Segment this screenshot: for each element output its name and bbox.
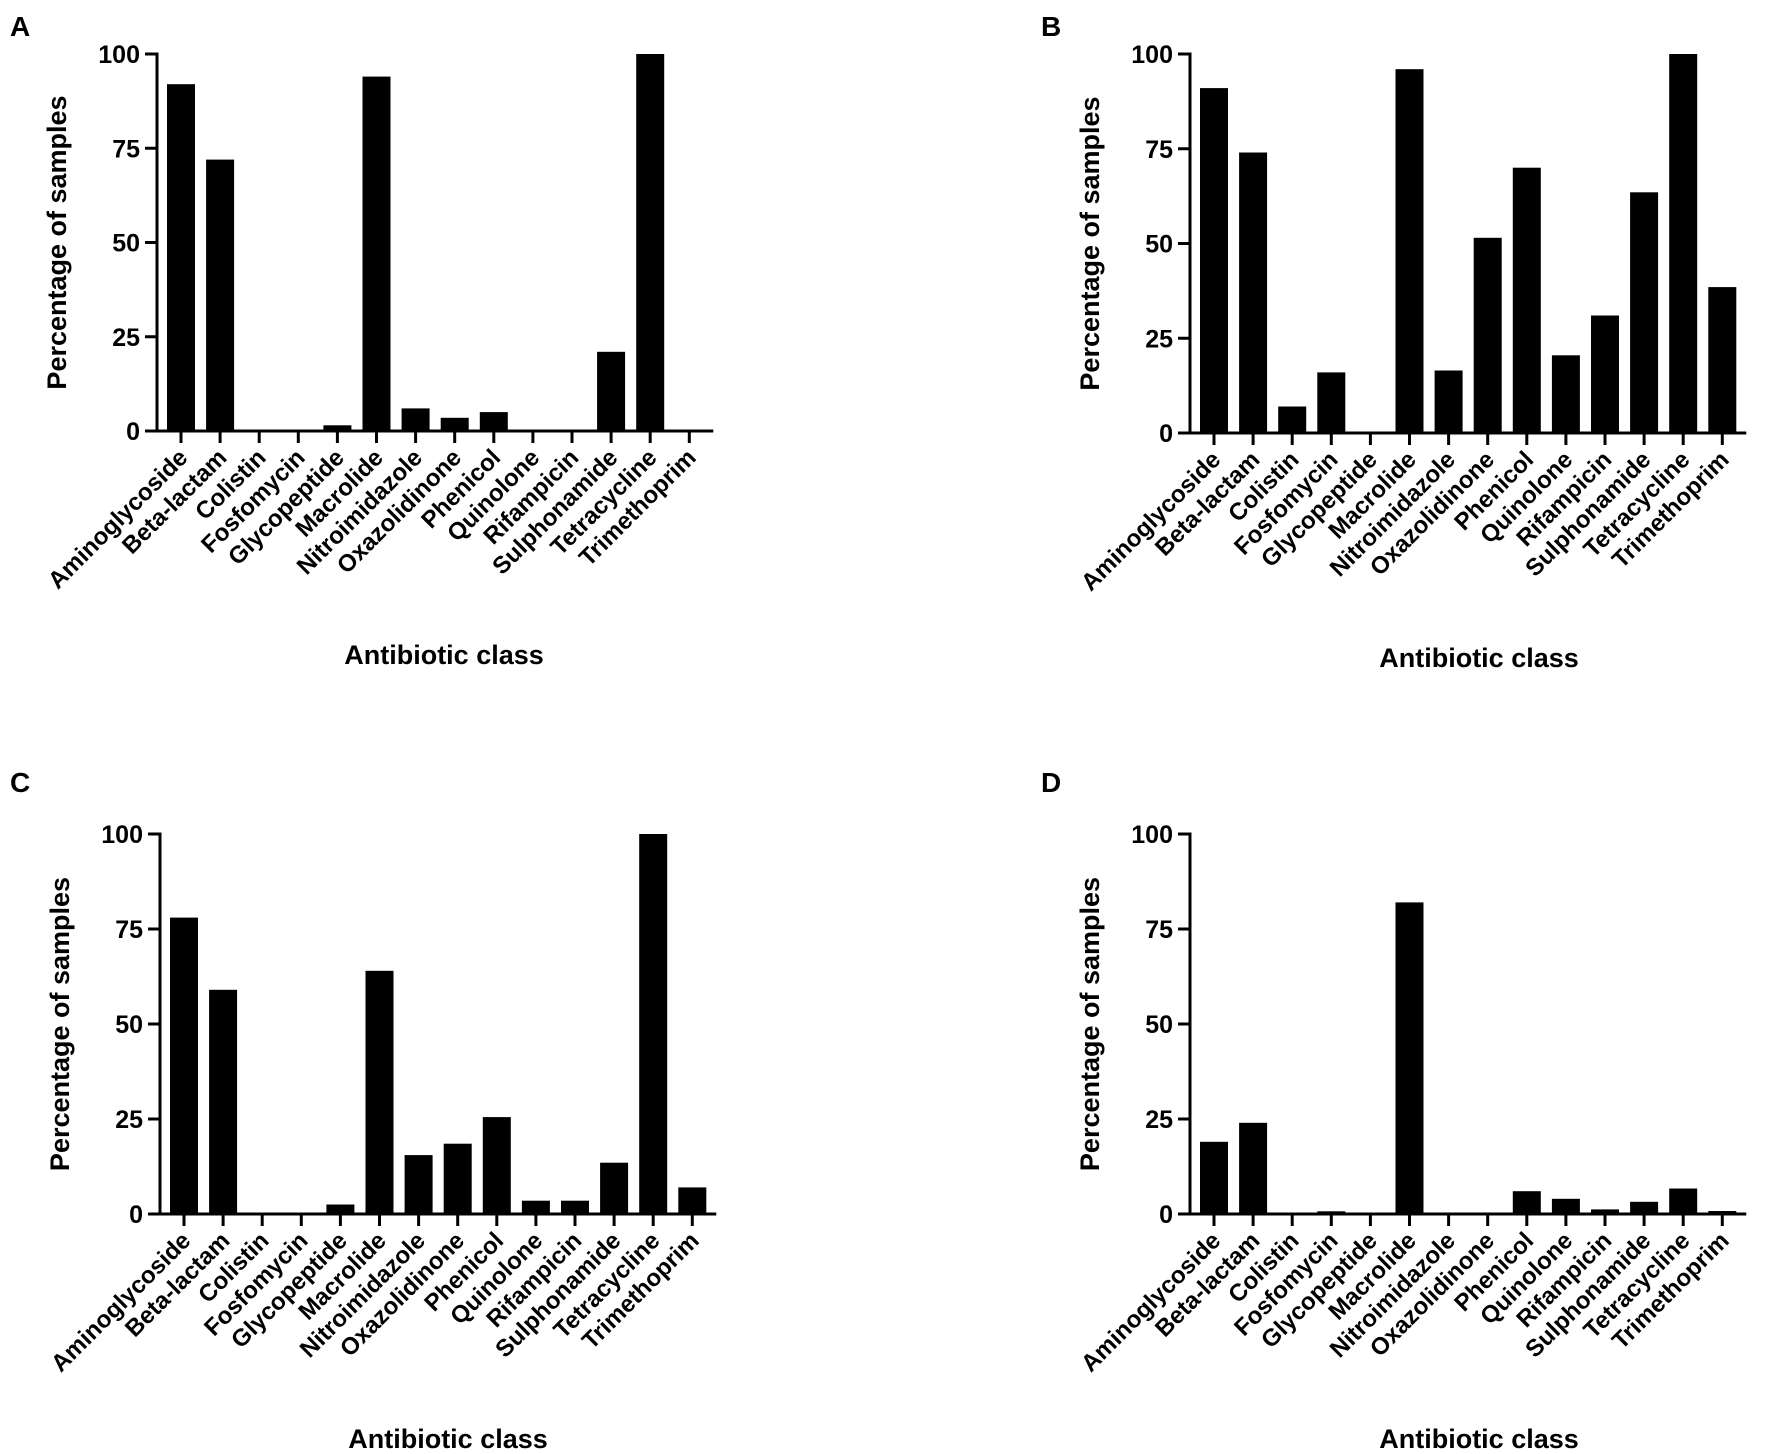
bar-a-tetracycline bbox=[636, 54, 665, 431]
bar-d-sulphonamide bbox=[1630, 1201, 1659, 1214]
y-tick-label-c-25: 25 bbox=[115, 1106, 143, 1134]
y-tick-label-d-25: 25 bbox=[1145, 1106, 1173, 1134]
y-tick-label-d-100: 100 bbox=[1131, 821, 1173, 849]
bar-d-macrolide bbox=[1395, 902, 1424, 1214]
bar-b-fosfomycin bbox=[1317, 372, 1346, 433]
x-axis-title-b: Antibiotic class bbox=[1379, 643, 1579, 673]
y-tick-label-d-50: 50 bbox=[1145, 1011, 1173, 1039]
bar-c-phenicol bbox=[482, 1117, 511, 1214]
y-axis-title-b: Percentage of samples bbox=[1075, 96, 1105, 390]
bar-a-glycopeptide bbox=[323, 425, 352, 431]
x-axis-title-c: Antibiotic class bbox=[348, 1424, 548, 1454]
y-tick-label-b-0: 0 bbox=[1159, 420, 1173, 448]
bar-b-oxazolidinone bbox=[1473, 237, 1502, 433]
bar-a-oxazolidinone bbox=[440, 417, 469, 431]
y-tick-label-a-75: 75 bbox=[112, 135, 140, 163]
y-tick-label-a-25: 25 bbox=[112, 324, 140, 352]
panel-c: C0255075100AminoglycosideBeta-lactamColi… bbox=[10, 767, 717, 1454]
bar-b-rifampicin bbox=[1591, 315, 1619, 433]
y-axis-title-a: Percentage of samples bbox=[42, 95, 72, 389]
panel-letter-a: A bbox=[10, 11, 30, 42]
y-axis-title-d: Percentage of samples bbox=[1075, 877, 1105, 1171]
bar-c-trimethoprim bbox=[678, 1187, 707, 1214]
bar-c-macrolide bbox=[365, 970, 394, 1214]
bar-d-quinolone bbox=[1551, 1198, 1580, 1214]
bar-c-rifampicin bbox=[561, 1200, 589, 1214]
bar-c-aminoglycoside bbox=[170, 917, 198, 1214]
bar-b-nitroimidazole bbox=[1434, 370, 1463, 433]
bar-a-macrolide bbox=[362, 76, 391, 431]
x-axis-title-a: Antibiotic class bbox=[344, 640, 544, 670]
bar-d-phenicol bbox=[1512, 1191, 1541, 1214]
bar-b-phenicol bbox=[1512, 167, 1541, 433]
y-axis-title-c: Percentage of samples bbox=[45, 877, 75, 1171]
y-tick-label-a-100: 100 bbox=[98, 41, 140, 69]
y-tick-label-d-75: 75 bbox=[1145, 916, 1173, 944]
panel-a: A0255075100AminoglycosideBeta-lactamColi… bbox=[10, 11, 714, 670]
panel-b: B0255075100AminoglycosideBeta-lactamColi… bbox=[1041, 11, 1747, 673]
bar-d-rifampicin bbox=[1591, 1209, 1619, 1214]
bar-d-beta-lactam bbox=[1239, 1122, 1268, 1214]
bar-c-oxazolidinone bbox=[443, 1143, 472, 1214]
bar-b-trimethoprim bbox=[1708, 287, 1737, 433]
y-tick-label-b-100: 100 bbox=[1131, 41, 1173, 69]
bar-a-beta-lactam bbox=[206, 159, 235, 431]
bar-b-aminoglycoside bbox=[1200, 88, 1228, 433]
bar-b-colistin bbox=[1278, 406, 1307, 433]
y-tick-label-c-50: 50 bbox=[115, 1011, 143, 1039]
y-tick-label-b-50: 50 bbox=[1145, 231, 1173, 259]
bar-d-aminoglycoside bbox=[1200, 1141, 1228, 1214]
bar-a-aminoglycoside bbox=[167, 84, 195, 431]
y-tick-label-c-75: 75 bbox=[115, 916, 143, 944]
y-tick-label-b-25: 25 bbox=[1145, 325, 1173, 353]
bar-c-beta-lactam bbox=[209, 989, 238, 1214]
bar-b-quinolone bbox=[1551, 355, 1580, 433]
bar-b-tetracycline bbox=[1669, 54, 1698, 433]
y-tick-label-c-0: 0 bbox=[129, 1201, 143, 1229]
bar-c-nitroimidazole bbox=[404, 1155, 433, 1214]
bar-b-beta-lactam bbox=[1239, 152, 1268, 433]
panel-letter-b: B bbox=[1041, 11, 1061, 42]
panel-d: D0255075100AminoglycosideBeta-lactamColi… bbox=[1041, 767, 1747, 1454]
bar-c-quinolone bbox=[521, 1200, 550, 1214]
panel-letter-d: D bbox=[1041, 767, 1061, 798]
bar-b-sulphonamide bbox=[1630, 192, 1659, 433]
bar-a-sulphonamide bbox=[597, 351, 626, 431]
x-axis-title-d: Antibiotic class bbox=[1379, 1424, 1579, 1454]
bar-a-nitroimidazole bbox=[401, 408, 430, 431]
y-tick-label-c-100: 100 bbox=[101, 821, 143, 849]
bar-d-tetracycline bbox=[1669, 1188, 1698, 1214]
y-tick-label-a-0: 0 bbox=[126, 418, 140, 446]
bar-c-sulphonamide bbox=[600, 1162, 629, 1214]
y-tick-label-b-75: 75 bbox=[1145, 136, 1173, 164]
bar-a-phenicol bbox=[479, 412, 508, 431]
bar-c-tetracycline bbox=[639, 834, 668, 1214]
y-tick-label-a-50: 50 bbox=[112, 230, 140, 258]
panel-letter-c: C bbox=[10, 767, 30, 798]
bar-c-glycopeptide bbox=[326, 1204, 355, 1214]
y-tick-label-d-0: 0 bbox=[1159, 1201, 1173, 1229]
bar-b-macrolide bbox=[1395, 69, 1424, 433]
